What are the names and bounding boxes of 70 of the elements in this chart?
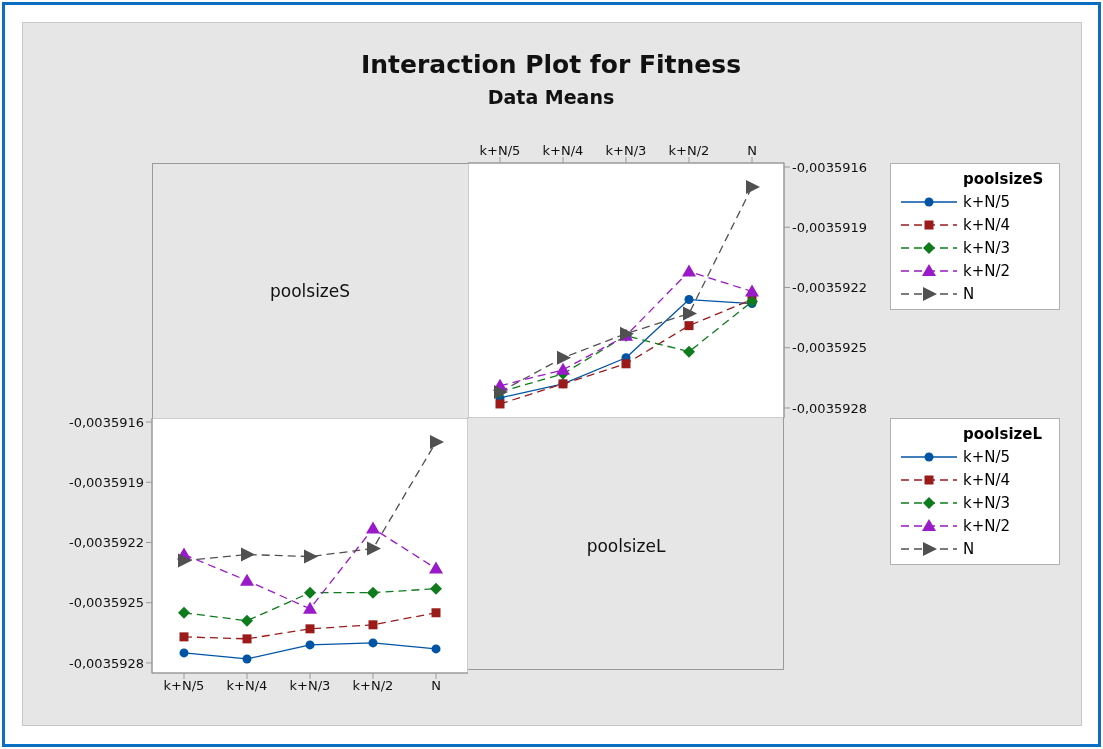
point	[368, 638, 378, 648]
legend-label: N	[963, 284, 975, 303]
y-tick-label: -0,0035919	[792, 219, 867, 235]
x-tick-label: N	[747, 143, 757, 158]
point	[179, 648, 189, 658]
x-tick-label: k+N/2	[668, 143, 710, 158]
x-tick-label: k+N/2	[352, 678, 394, 694]
legend-label: k+N/3	[963, 238, 1011, 257]
x-tick-label: k+N/4	[226, 678, 268, 694]
x-tick-label: k+N/4	[542, 143, 584, 158]
legend-label: k+N/5	[963, 447, 1011, 466]
legend-title: poolsizeL	[962, 424, 1044, 445]
legend-label: k+N/2	[963, 516, 1011, 535]
legend-label: k+N/4	[963, 470, 1011, 489]
y-tick-label: -0,0035916	[792, 159, 867, 175]
y-tick-label: -0,0035919	[69, 474, 144, 490]
point	[241, 614, 253, 627]
point	[556, 362, 570, 375]
point	[303, 601, 317, 614]
x-tick-label: k+N/5	[479, 143, 521, 158]
y-tick-label: -0,0035925	[69, 595, 144, 611]
point	[240, 573, 254, 586]
x-axis-title: poolsizeS	[268, 279, 352, 303]
point	[430, 582, 442, 595]
x-tick-label: k+N/5	[163, 678, 205, 694]
point	[621, 359, 631, 369]
legend-label: N	[963, 539, 975, 558]
chart-title: Interaction Plot for Fitness	[359, 50, 743, 79]
point	[367, 541, 381, 556]
point	[684, 321, 694, 331]
point	[682, 264, 696, 277]
legend-label: k+N/3	[963, 493, 1011, 512]
point	[368, 620, 378, 630]
legend-label: k+N/4	[963, 215, 1011, 234]
y-tick-label: -0,0035922	[792, 280, 867, 296]
point	[431, 608, 441, 618]
x-tick-label: k+N/3	[289, 678, 331, 694]
point	[745, 284, 759, 297]
x-axis-title: poolsizeL	[585, 534, 667, 558]
y-tick-label: -0,0035928	[792, 400, 867, 416]
y-tick-label: -0,0035925	[792, 340, 867, 356]
point	[683, 306, 697, 321]
x-tick-label: N	[431, 678, 441, 694]
point	[304, 549, 318, 564]
y-tick-label: -0,0035928	[69, 655, 144, 671]
point	[431, 644, 441, 654]
legend-label: k+N/2	[963, 261, 1011, 280]
point	[430, 435, 444, 450]
point	[683, 345, 695, 358]
point	[366, 521, 380, 534]
point	[557, 350, 571, 365]
point	[178, 553, 192, 568]
point	[179, 632, 189, 642]
y-tick-label: -0,0035922	[69, 535, 144, 551]
point	[746, 180, 760, 195]
point	[495, 399, 505, 409]
point	[684, 295, 694, 305]
point	[305, 624, 315, 634]
point	[242, 634, 252, 644]
x-tick-label: k+N/3	[605, 143, 647, 158]
point	[178, 606, 190, 619]
legend-label: k+N/5	[963, 192, 1011, 211]
point	[429, 561, 443, 574]
point	[242, 654, 252, 664]
chart-subtitle: Data Means	[486, 86, 616, 108]
point	[241, 547, 255, 562]
point	[304, 586, 316, 599]
legend-title: poolsizeS	[962, 169, 1045, 190]
point	[305, 640, 315, 650]
point	[367, 586, 379, 599]
